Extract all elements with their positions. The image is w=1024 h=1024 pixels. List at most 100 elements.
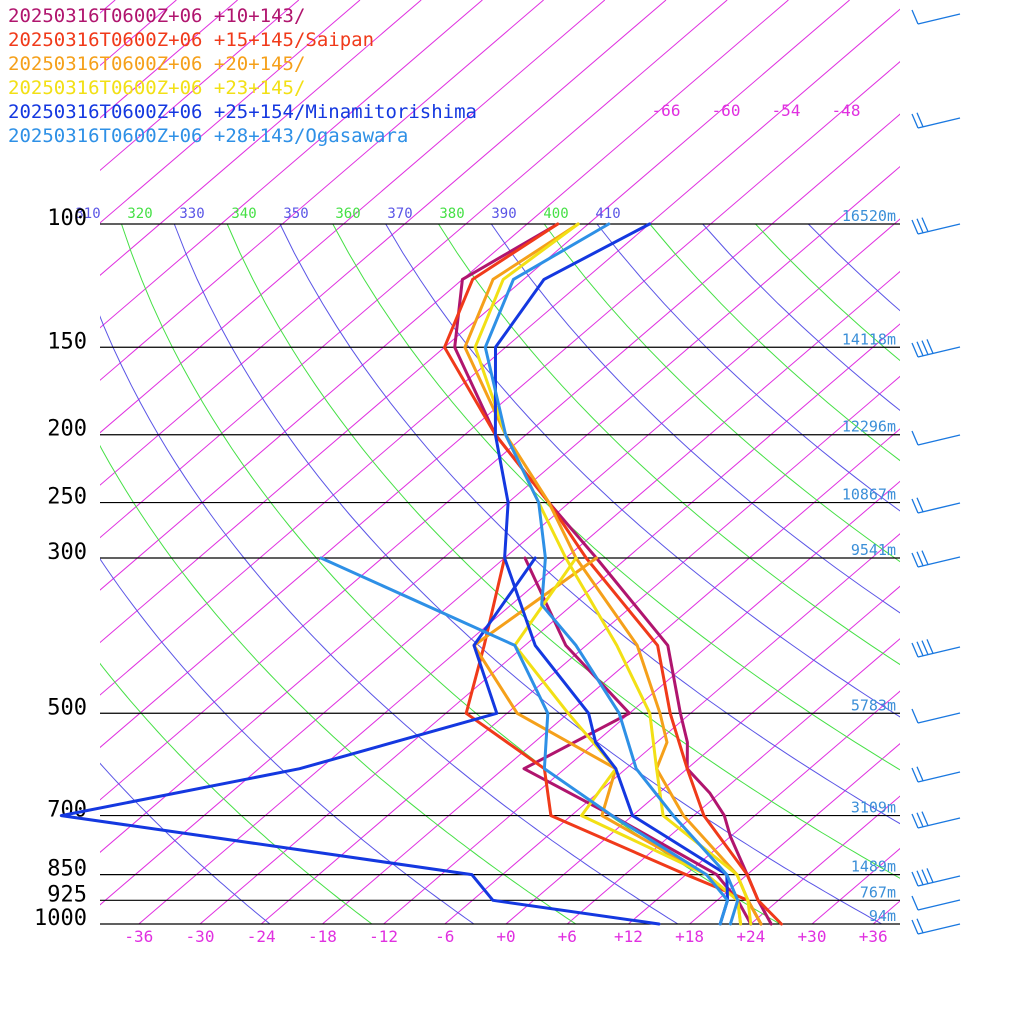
wind-barb: [917, 923, 961, 935]
temperature-profile-line: [483, 222, 740, 926]
wind-barb: [917, 646, 961, 658]
isotherm-line: [260, 375, 900, 924]
isotherm-line: [566, 638, 900, 924]
isotherm-line: [100, 218, 900, 906]
x-tick-label: +0: [496, 927, 515, 946]
isotherm-line: [100, 113, 900, 801]
isotherm-line: [100, 0, 300, 172]
theta-label: 400: [543, 206, 568, 222]
wind-barb-flag: [921, 550, 929, 565]
dewpoint-profile-line: [59, 556, 661, 926]
x-tick-label: -24: [247, 927, 276, 946]
x-tick-label: +36: [859, 927, 888, 946]
wind-barb-flag: [911, 219, 919, 235]
wind-barb-flag: [916, 551, 924, 567]
series-4: [473, 222, 753, 926]
x-tick-label: -6: [435, 927, 454, 946]
wind-barb: [917, 712, 961, 724]
upper-isotherm-label: -66: [652, 101, 681, 120]
wind-barb-flag: [916, 812, 924, 828]
wind-barb-flag: [911, 708, 919, 724]
wind-barb: [917, 556, 961, 568]
wind-barb-flag: [916, 497, 924, 513]
legend-entry-5: 20250316T0600Z+06 +25+154/Minamitorishim…: [8, 101, 477, 123]
dewpoint-profile-line: [319, 556, 729, 926]
isotherm-line: [872, 900, 900, 924]
isotherm-line: [100, 0, 850, 644]
dry-adiabat-line: [596, 223, 900, 512]
wind-barb-flag: [916, 918, 924, 934]
isotherm-line: [444, 533, 900, 924]
x-tick-label: +12: [614, 927, 643, 946]
wind-barb: [917, 875, 961, 887]
wind-barb-flag: [921, 640, 929, 655]
wind-barb-flag: [921, 340, 929, 355]
theta-label: 380: [439, 206, 464, 222]
isotherm-line: [100, 0, 483, 329]
wind-barb-flag: [911, 342, 919, 358]
height-label: 12296m: [842, 418, 896, 436]
height-label: 14118m: [842, 330, 896, 348]
isotherm-line: [934, 0, 1024, 924]
wind-barb: [917, 117, 961, 129]
isotherm-line: [689, 742, 900, 924]
theta-label: 340: [231, 206, 256, 222]
series-6: [319, 222, 740, 926]
wind-barb: [917, 13, 961, 25]
x-tick-label: -18: [308, 927, 337, 946]
wind-barb-flag: [926, 339, 934, 354]
isotherm-line: [100, 0, 606, 434]
height-label: 1489m: [851, 858, 896, 876]
wind-barb-flag: [911, 642, 919, 658]
pressure-label: 250: [47, 485, 87, 510]
wind-barb-flag: [911, 767, 919, 783]
pressure-label: 1000: [34, 906, 87, 931]
theta-label: 370: [387, 206, 412, 222]
theta-labels: 310 320 330 340 350 360 370 380 390 400 410: [75, 206, 620, 222]
wind-barb-flag: [921, 217, 929, 232]
temperature-profile-line: [453, 222, 773, 926]
pressure-label: 300: [47, 540, 87, 565]
wind-barb-flag: [916, 766, 924, 782]
legend-entry-3: 20250316T0600Z+06 +20+145/: [8, 53, 306, 75]
pressure-label: 500: [47, 695, 87, 720]
theta-label: 350: [283, 206, 308, 222]
wind-barb-flag: [911, 895, 919, 911]
isotherm-line: [100, 8, 900, 696]
isotherm-line: [322, 428, 900, 924]
pressure-label: 150: [47, 329, 87, 354]
theta-label: 310: [75, 206, 100, 222]
isotherm-line: [100, 0, 667, 486]
theta-label: 320: [127, 206, 152, 222]
legend-entry-2: 20250316T0600Z+06 +15+145/Saipan: [8, 29, 375, 51]
wind-barb-flag: [911, 430, 919, 446]
isotherm-line: [100, 165, 900, 854]
wind-barb-flag: [926, 868, 934, 883]
theta-label: 360: [335, 206, 360, 222]
wind-barb-flag: [916, 341, 924, 357]
upper-isotherm-label: -60: [712, 101, 741, 120]
dewpoint-profile-line: [472, 556, 743, 926]
temperature-profile-line: [443, 222, 783, 926]
temperature-profile-line: [473, 222, 753, 926]
isotherm-line: [628, 690, 900, 924]
wind-barb: [917, 434, 961, 446]
wind-barb-flag: [911, 552, 919, 568]
height-label: 767m: [860, 883, 896, 901]
x-tick-label: -30: [186, 927, 215, 946]
x-tick-label: +6: [558, 927, 577, 946]
theta-label: 330: [179, 206, 204, 222]
wind-barb-flag: [916, 641, 924, 657]
wind-barb-flag: [911, 871, 919, 887]
height-label: 5783m: [851, 696, 896, 714]
temperature-profile-line: [493, 222, 729, 926]
legend-entry-6: 20250316T0600Z+06 +28+143/Ogasawara: [8, 125, 409, 147]
wind-barbs: [911, 9, 961, 935]
wind-barb-flag: [911, 9, 919, 25]
pressure-label: 100: [47, 206, 87, 231]
temperature-profile-line: [463, 222, 763, 926]
theta-label: 390: [491, 206, 516, 222]
isotherm-line: [100, 61, 900, 749]
wind-barb-flag: [916, 112, 924, 128]
